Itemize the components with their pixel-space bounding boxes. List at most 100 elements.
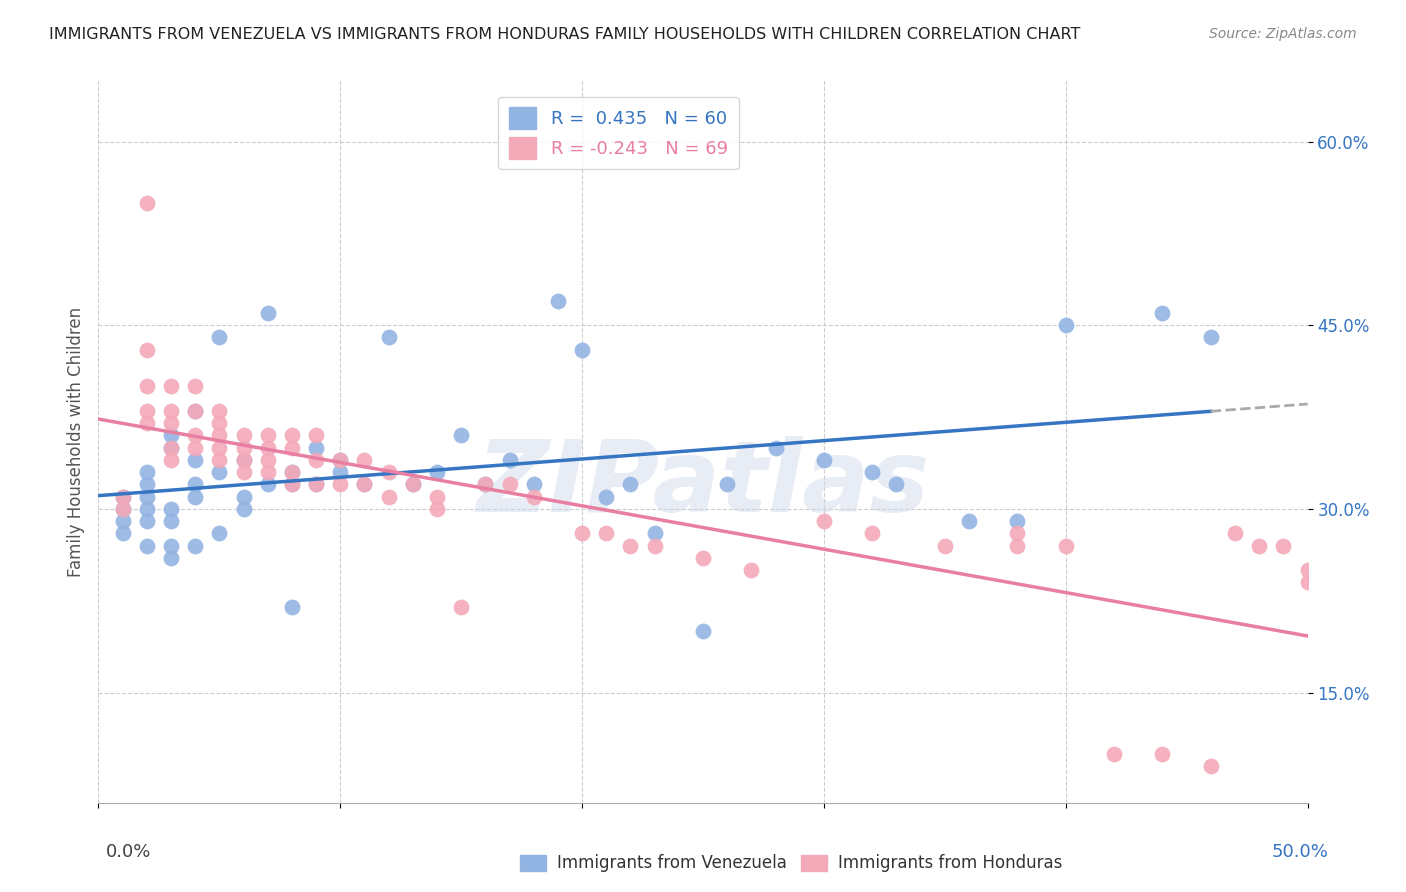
Point (135, 343, 157, 357)
Point (957, 514, 980, 528)
Point (160, 539, 183, 553)
Point (256, 441, 278, 455)
Point (160, 441, 183, 455)
Point (860, 465, 883, 479)
Point (232, 465, 254, 479)
Point (1102, 747, 1125, 761)
Point (523, 490, 546, 504)
Point (208, 330, 231, 344)
Y-axis label: Family Households with Children: Family Households with Children (66, 307, 84, 576)
Point (595, 526, 617, 541)
Point (160, 514, 183, 528)
Point (1054, 539, 1077, 553)
Point (329, 477, 352, 491)
Point (619, 477, 641, 491)
Legend: R =  0.435   N = 60, R = -0.243   N = 69: R = 0.435 N = 60, R = -0.243 N = 69 (498, 96, 738, 169)
Point (160, 550, 183, 565)
Text: 50.0%: 50.0% (1272, 843, 1329, 861)
Point (281, 477, 304, 491)
Point (135, 539, 157, 553)
Point (281, 599, 304, 614)
Point (1272, 539, 1295, 553)
Point (1199, 759, 1222, 773)
Point (498, 477, 520, 491)
Point (692, 624, 714, 639)
Point (232, 453, 254, 467)
Point (860, 526, 883, 541)
Point (1296, 575, 1319, 590)
Point (1199, 330, 1222, 344)
Point (547, 293, 569, 308)
Point (232, 428, 254, 442)
Point (111, 502, 134, 516)
Point (329, 465, 352, 479)
Point (135, 404, 157, 418)
Point (281, 465, 304, 479)
Point (281, 441, 304, 455)
Point (450, 599, 472, 614)
Point (135, 514, 157, 528)
Bar (801, 855, 827, 871)
Point (377, 465, 399, 479)
Point (135, 416, 157, 430)
Point (281, 477, 304, 491)
Point (1054, 318, 1077, 333)
Point (160, 428, 183, 442)
Point (571, 526, 593, 541)
Point (571, 343, 593, 357)
Point (208, 416, 231, 430)
Point (595, 490, 617, 504)
Point (281, 428, 304, 442)
Point (377, 490, 399, 504)
Point (426, 465, 449, 479)
Point (135, 379, 157, 393)
Point (256, 465, 278, 479)
Point (426, 490, 449, 504)
Point (232, 441, 254, 455)
Text: ZIPatlas: ZIPatlas (477, 436, 929, 533)
Point (135, 490, 157, 504)
Point (160, 502, 183, 516)
Point (135, 195, 157, 210)
Text: IMMIGRANTS FROM VENEZUELA VS IMMIGRANTS FROM HONDURAS FAMILY HOUSEHOLDS WITH CHI: IMMIGRANTS FROM VENEZUELA VS IMMIGRANTS … (49, 27, 1081, 42)
Point (184, 441, 207, 455)
Point (135, 465, 157, 479)
Point (474, 477, 496, 491)
Text: Source: ZipAtlas.com: Source: ZipAtlas.com (1209, 27, 1357, 41)
Point (232, 453, 254, 467)
Point (281, 465, 304, 479)
Point (474, 477, 496, 491)
Point (208, 465, 231, 479)
Point (329, 453, 352, 467)
Point (135, 477, 157, 491)
Point (111, 502, 134, 516)
Point (523, 477, 546, 491)
Point (619, 539, 641, 553)
Point (208, 453, 231, 467)
Point (256, 306, 278, 320)
Point (426, 502, 449, 516)
Point (402, 477, 425, 491)
Bar (520, 855, 546, 871)
Point (644, 539, 666, 553)
Point (813, 453, 835, 467)
Point (111, 514, 134, 528)
Point (1007, 539, 1029, 553)
Point (208, 404, 231, 418)
Point (644, 526, 666, 541)
Point (256, 477, 278, 491)
Point (353, 477, 375, 491)
Point (934, 539, 956, 553)
Point (1296, 563, 1319, 577)
Point (498, 453, 520, 467)
Point (305, 477, 328, 491)
Point (184, 379, 207, 393)
Point (1152, 306, 1174, 320)
Point (305, 477, 328, 491)
Point (692, 550, 714, 565)
Point (305, 453, 328, 467)
Point (208, 428, 231, 442)
Point (305, 441, 328, 455)
Point (184, 453, 207, 467)
Point (160, 416, 183, 430)
